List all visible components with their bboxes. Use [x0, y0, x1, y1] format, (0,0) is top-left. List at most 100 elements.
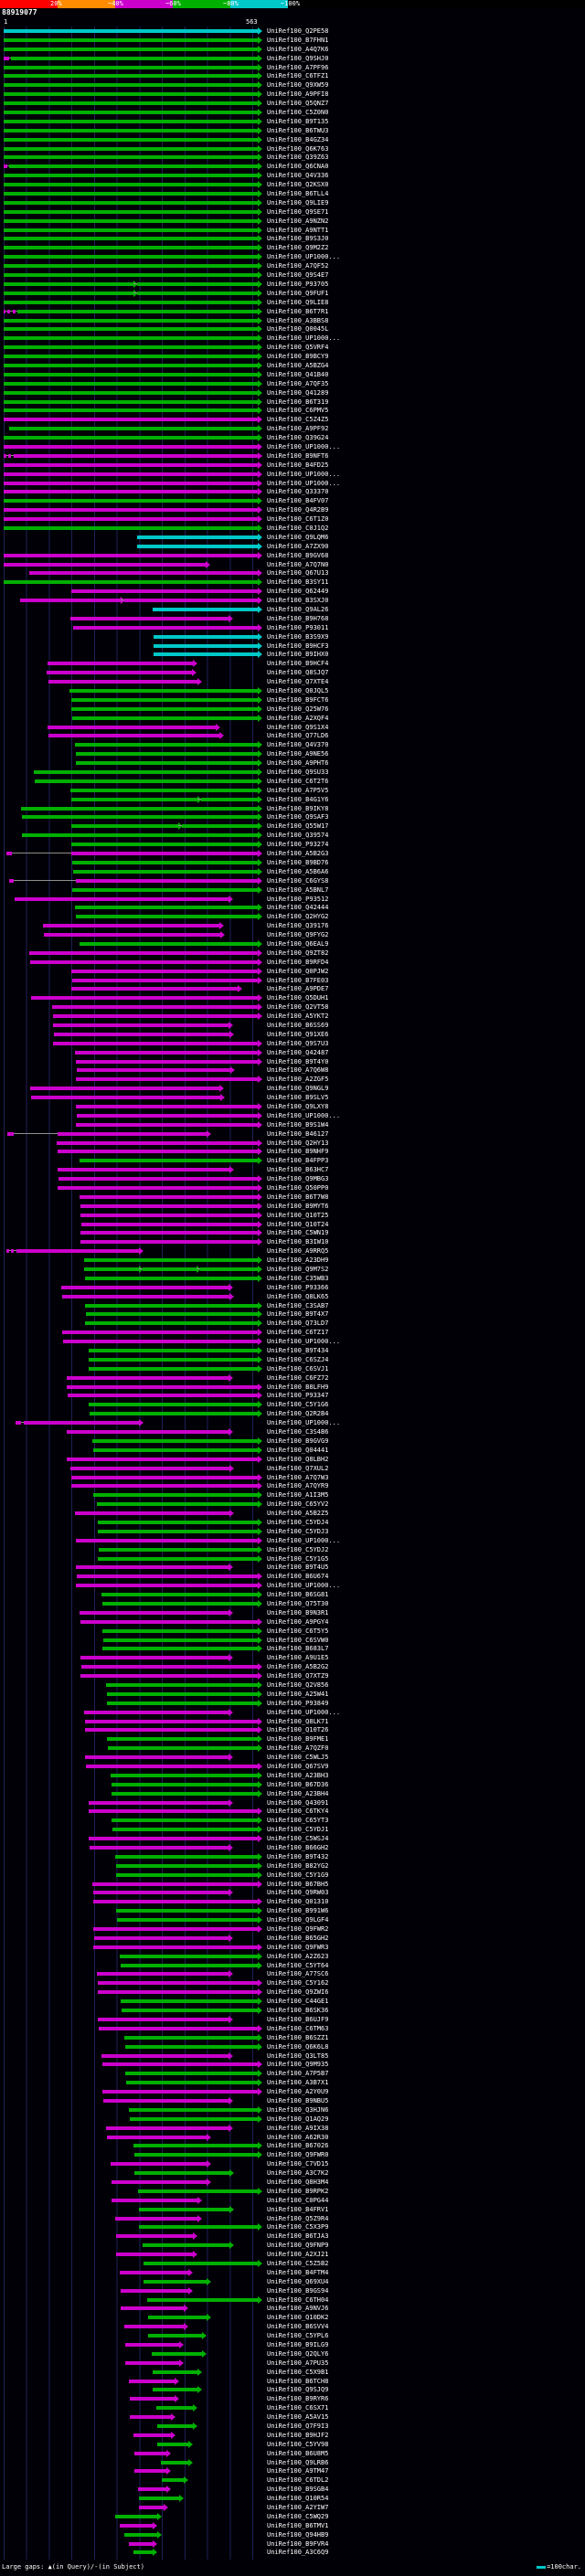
hit-label[interactable]: UniRef100_A7Q6W8 — [267, 1066, 329, 1075]
hit-bar[interactable] — [133, 2469, 166, 2474]
hit-label[interactable]: UniRef100_B4GZ34 — [267, 135, 329, 143]
hit-label[interactable]: UniRef100_Q6CNA0 — [267, 163, 329, 171]
hit-bar[interactable] — [74, 743, 258, 747]
hit-row[interactable]: UniRef100_Q9LQM6 — [0, 533, 585, 542]
hit-bar[interactable] — [12, 309, 16, 313]
hit-bar[interactable] — [57, 1168, 229, 1172]
hit-label[interactable]: UniRef100_A9NTT1 — [267, 226, 329, 234]
hit-row[interactable]: UniRef100_B3SXJ0 — [0, 596, 585, 605]
hit-label[interactable]: UniRef100_Q33370 — [267, 488, 329, 496]
hit-bar[interactable] — [43, 924, 219, 928]
hit-row[interactable]: UniRef100_C6T5Y5 — [0, 1627, 585, 1636]
hit-label[interactable]: UniRef100_Q94HB9 — [267, 2530, 329, 2539]
hit-label[interactable]: UniRef100_A2ZGF5 — [267, 1076, 329, 1084]
hit-bar[interactable] — [101, 2053, 229, 2058]
hit-label[interactable]: UniRef100_Q9SE71 — [267, 207, 329, 216]
hit-row[interactable]: UniRef100_C0J1Q2 — [0, 524, 585, 533]
hit-label[interactable]: UniRef100_C7VD15 — [267, 2160, 329, 2168]
hit-label[interactable]: UniRef100_B66GH2 — [267, 1844, 329, 1852]
hit-label[interactable]: UniRef100_Q0045L — [267, 325, 329, 334]
hit-bar[interactable] — [4, 444, 258, 449]
hit-bar[interactable] — [147, 2334, 203, 2338]
hit-label[interactable]: UniRef100_B9FCT6 — [267, 695, 329, 704]
hit-bar[interactable] — [153, 643, 258, 648]
hit-bar[interactable] — [85, 1765, 258, 1768]
hit-label[interactable]: UniRef100_UP1000... — [267, 253, 341, 261]
hit-label[interactable]: UniRef100_B6SZZ1 — [267, 2033, 329, 2041]
hit-bar[interactable] — [133, 2433, 171, 2437]
hit-bar[interactable] — [66, 1457, 258, 1461]
hit-row[interactable]: UniRef100_B6T319 — [0, 398, 585, 407]
hit-row[interactable]: UniRef100_Q7XTE4 — [0, 677, 585, 686]
hit-bar[interactable] — [51, 1005, 258, 1010]
hit-bar[interactable] — [4, 92, 258, 97]
hit-bar[interactable] — [4, 218, 258, 223]
hit-row[interactable]: UniRef100_A7QF52 — [0, 261, 585, 270]
hit-row[interactable]: UniRef100_C6TH04 — [0, 2295, 585, 2305]
hit-bar[interactable] — [4, 137, 258, 142]
hit-row[interactable]: UniRef100_C5Y162 — [0, 1978, 585, 1988]
hit-row[interactable]: UniRef100_B9T4X7 — [0, 1309, 585, 1319]
hit-bar[interactable] — [71, 860, 258, 864]
hit-label[interactable]: UniRef100_Q10R54 — [267, 2495, 329, 2503]
hit-row[interactable]: UniRef100_A5B2G3 — [0, 849, 585, 858]
hit-row[interactable]: UniRef100_C5YDJ4 — [0, 1518, 585, 1527]
hit-label[interactable]: UniRef100_A5BZG4 — [267, 361, 329, 369]
hit-bar[interactable] — [69, 1466, 229, 1470]
hit-label[interactable]: UniRef100_UP1000... — [267, 1338, 341, 1346]
hit-bar[interactable] — [89, 1403, 258, 1407]
hit-label[interactable]: UniRef100_A7PU35 — [267, 2359, 329, 2367]
hit-row[interactable]: UniRef100_Q7F9I3 — [0, 2422, 585, 2431]
hit-label[interactable]: UniRef100_Q8H3M4 — [267, 2178, 329, 2186]
hit-label[interactable]: UniRef100_A5AV15 — [267, 2413, 329, 2422]
hit-label[interactable]: UniRef100_A3BBS8 — [267, 316, 329, 324]
hit-bar[interactable] — [79, 1610, 229, 1615]
hit-bar[interactable] — [79, 941, 258, 946]
hit-bar[interactable] — [112, 1782, 258, 1786]
hit-bar[interactable] — [4, 336, 258, 341]
hit-row[interactable]: UniRef100_A9NVJ6 — [0, 2304, 585, 2313]
hit-row[interactable]: UniRef100_A5B2G2 — [0, 1662, 585, 1671]
hit-bar[interactable] — [156, 2442, 189, 2446]
hit-label[interactable]: UniRef100_B9MYT6 — [267, 1202, 329, 1210]
hit-row[interactable]: UniRef100_B9IKY8 — [0, 804, 585, 813]
hit-label[interactable]: UniRef100_Q42487 — [267, 1048, 329, 1056]
hit-row[interactable]: UniRef100_C3S4B6 — [0, 1427, 585, 1436]
hit-row[interactable]: UniRef100_A9PFI8 — [0, 90, 585, 99]
hit-bar[interactable] — [4, 164, 8, 169]
hit-row[interactable]: UniRef100_C6GYS8 — [0, 876, 585, 885]
hit-bar[interactable] — [4, 363, 258, 367]
hit-bar[interactable] — [4, 390, 258, 395]
hit-row[interactable]: UniRef100_A7QZF0 — [0, 1744, 585, 1753]
hit-label[interactable]: UniRef100_B63HC7 — [267, 1166, 329, 1174]
hit-bar[interactable] — [75, 752, 258, 757]
hit-row[interactable]: UniRef100_UP1000... — [0, 442, 585, 451]
hit-bar[interactable] — [70, 706, 258, 711]
hit-bar[interactable] — [9, 427, 258, 431]
hit-row[interactable]: UniRef100_UP1000... — [0, 1581, 585, 1590]
hit-bar[interactable] — [80, 1656, 229, 1660]
hit-row[interactable]: UniRef100_Q9ZT82 — [0, 949, 585, 958]
hit-row[interactable]: UniRef100_Q10T24 — [0, 1220, 585, 1229]
hit-bar[interactable] — [4, 281, 133, 286]
hit-label[interactable]: UniRef100_Q1AQ29 — [267, 2115, 329, 2123]
hit-row[interactable]: UniRef100_A7QF35 — [0, 379, 585, 388]
hit-bar[interactable] — [4, 481, 258, 485]
hit-bar[interactable] — [129, 2541, 153, 2546]
hit-bar[interactable] — [116, 1863, 258, 1868]
hit-label[interactable]: UniRef100_C5WN19 — [267, 1229, 329, 1237]
hit-row[interactable]: UniRef100_C6TDL2 — [0, 2475, 585, 2485]
hit-label[interactable]: UniRef100_A23DH9 — [267, 1256, 329, 1265]
hit-row[interactable]: UniRef100_Q6K763 — [0, 144, 585, 154]
hit-bar[interactable] — [121, 2288, 189, 2293]
hit-label[interactable]: UniRef100_A23BH3 — [267, 1771, 329, 1779]
hit-bar[interactable] — [85, 1312, 258, 1317]
hit-row[interactable]: UniRef100_UP1000... — [0, 479, 585, 488]
hit-bar[interactable] — [121, 1963, 258, 1967]
hit-row[interactable]: UniRef100_B9SLV5 — [0, 1093, 585, 1102]
hit-label[interactable]: UniRef100_Q5DUH1 — [267, 994, 329, 1002]
hit-bar[interactable] — [66, 1430, 229, 1435]
hit-label[interactable]: UniRef100_A2YIW7 — [267, 2504, 329, 2512]
hit-label[interactable]: UniRef100_A5B6A6 — [267, 867, 329, 875]
hit-label[interactable]: UniRef100_A9TM47 — [267, 2467, 329, 2475]
